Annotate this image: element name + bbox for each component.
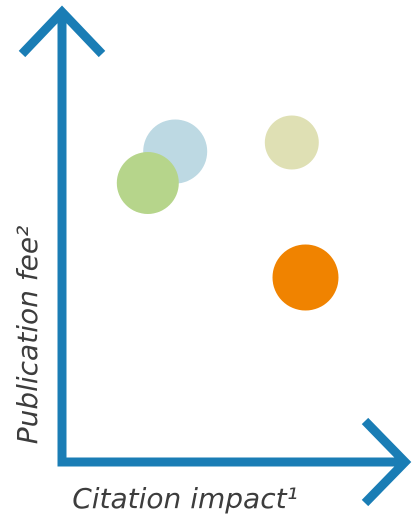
y-axis-label: Publication fee²	[11, 226, 44, 445]
data-point	[272, 244, 339, 311]
y-axis-arrowhead	[18, 5, 106, 58]
axis-lines	[57, 16, 401, 467]
data-point	[116, 152, 179, 214]
x-axis-label: Citation impact¹	[72, 482, 298, 515]
data-point	[264, 115, 319, 170]
x-axis-arrowhead	[361, 417, 412, 507]
axes	[18, 5, 412, 507]
data-points	[116, 115, 339, 311]
